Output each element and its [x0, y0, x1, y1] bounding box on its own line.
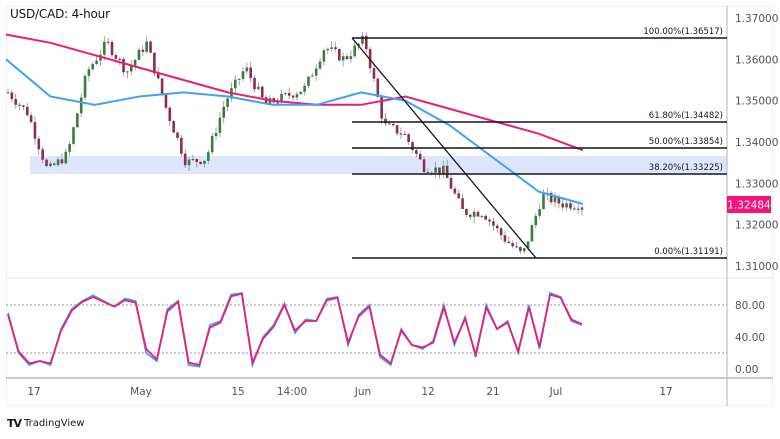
- chart-title: USD/CAD: 4-hour: [10, 7, 110, 21]
- current-price-value: 1.32484: [727, 200, 771, 212]
- price-tick-label: 1.32000: [735, 220, 778, 232]
- fibonacci-retracement[interactable]: 100.00%(1.36517) 61.80%(1.34482) 50.00%(1.…: [352, 27, 727, 259]
- price-tick-label: 1.31000: [735, 261, 778, 273]
- price-tick-label: 1.33000: [735, 178, 778, 190]
- time-tick-label: 21: [486, 386, 499, 398]
- time-tick-label: 12: [421, 386, 434, 398]
- price-tick-label: 1.37000: [735, 13, 778, 25]
- chart-frame: [6, 6, 773, 406]
- time-tick-label: 14:00: [277, 386, 307, 398]
- stochastic-oscillator: [6, 291, 727, 369]
- oscillator-tick-label: 80.00: [735, 300, 765, 312]
- time-tick-label: Jul: [549, 386, 563, 398]
- candlesticks: [6, 32, 584, 254]
- price-tick-label: 1.35000: [735, 96, 778, 108]
- stoch-d-line: [7, 292, 583, 367]
- time-tick-label: Jun: [354, 386, 371, 398]
- moving-averages: [5, 33, 584, 205]
- fib-level-label: 50.00%(1.33854): [649, 137, 723, 147]
- time-tick-label: May: [130, 386, 152, 398]
- time-tick-label: 17: [27, 386, 40, 398]
- price-axis[interactable]: 1.37000 1.36000 1.35000 1.34000 1.33000 1.320…: [735, 13, 778, 273]
- oscillator-tick-label: 40.00: [735, 332, 765, 344]
- slow-ma-line: [5, 33, 584, 152]
- trendline[interactable]: [351, 37, 537, 259]
- oscillator-axis[interactable]: 80.00 40.00 0.00: [735, 300, 765, 376]
- fib-level-label: 100.00%(1.36517): [643, 27, 723, 37]
- tradingview-logo-text: TradingView: [24, 418, 85, 429]
- price-tick-label: 1.34000: [735, 137, 778, 149]
- fib-level-label: 0.00%(1.31191): [654, 247, 723, 257]
- fib-level-label: 38.20%(1.33225): [649, 163, 723, 173]
- fib-level-label: 61.80%(1.34482): [649, 111, 723, 121]
- tradingview-mark-icon: TV: [7, 417, 22, 430]
- support-zone: [30, 156, 727, 174]
- price-tick-label: 1.36000: [735, 54, 778, 66]
- current-price-badge: [727, 196, 771, 213]
- time-tick-label: 15: [231, 386, 244, 398]
- fast-ma-line: [5, 58, 584, 205]
- tradingview-logo[interactable]: TV TradingView: [7, 417, 84, 430]
- time-tick-label: 17: [659, 386, 672, 398]
- oscillator-tick-label: 0.00: [735, 364, 758, 376]
- time-axis[interactable]: 17 May 15 14:00 Jun 12 21 Jul 17: [27, 386, 672, 398]
- current-price-label: 1.32484: [727, 196, 771, 213]
